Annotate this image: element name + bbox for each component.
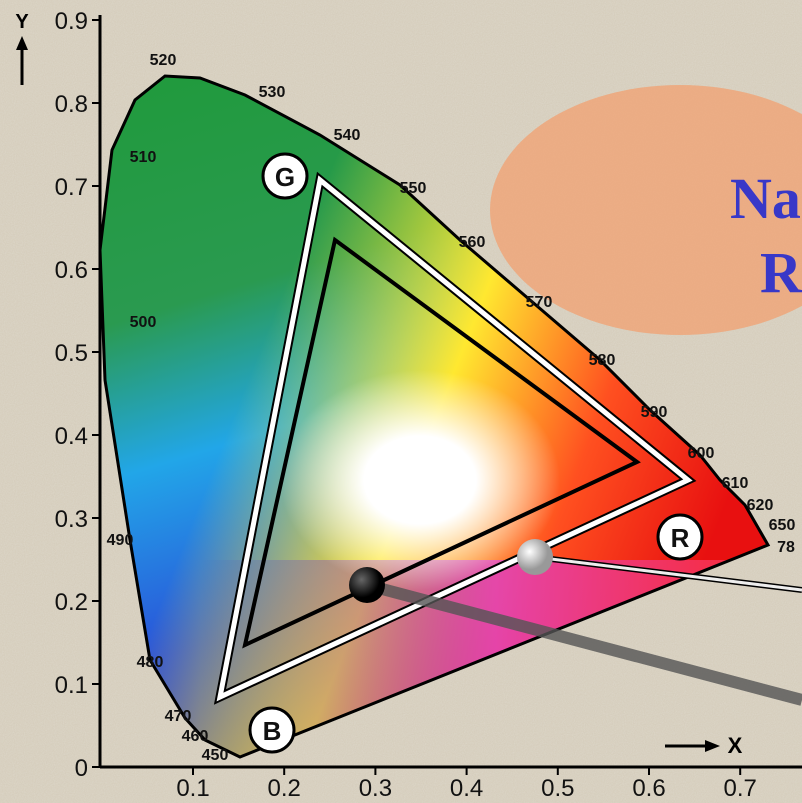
primary-b: B: [250, 708, 294, 752]
wavelength-label: 520: [150, 52, 177, 69]
x-tick-label: 0.4: [450, 775, 483, 802]
x-label: X: [728, 733, 743, 758]
y-tick-label: 0.2: [55, 589, 88, 616]
primary-label: B: [263, 716, 282, 746]
wavelength-label: 650: [769, 517, 796, 534]
wavelength-label: 570: [526, 294, 553, 311]
wavelength-label: 550: [400, 180, 427, 197]
overlay-text: R: [760, 240, 802, 305]
y-tick-label: 0.3: [55, 506, 88, 533]
wavelength-label: 540: [334, 127, 361, 144]
ball-dark: [349, 567, 385, 603]
wavelength-label: 580: [589, 352, 616, 369]
wavelength-label: 480: [137, 654, 164, 671]
wavelength-label: 78: [777, 539, 795, 556]
y-tick-label: 0.1: [55, 672, 88, 699]
y-tick-label: 0.8: [55, 91, 88, 118]
primary-label: R: [671, 523, 690, 553]
wavelength-label: 490: [107, 532, 134, 549]
y-tick-label: 0: [75, 755, 88, 782]
y-tick-label: 0.5: [55, 340, 88, 367]
wavelength-label: 470: [165, 708, 192, 725]
wavelength-label: 530: [259, 84, 286, 101]
y-tick-label: 0.4: [55, 423, 88, 450]
wavelength-label: 610: [722, 475, 749, 492]
primary-label: G: [275, 162, 295, 192]
x-tick-label: 0.5: [541, 775, 574, 802]
wavelength-label: 560: [459, 234, 486, 251]
primary-g: G: [263, 154, 307, 198]
ball-light: [517, 539, 553, 575]
y-tick-label: 0.9: [55, 8, 88, 35]
wavelength-label: 620: [747, 497, 774, 514]
x-tick-label: 0.3: [359, 775, 392, 802]
y-tick-label: 0.6: [55, 257, 88, 284]
primary-r: R: [658, 515, 702, 559]
wavelength-label: 510: [130, 149, 157, 166]
x-tick-label: 0.2: [268, 775, 301, 802]
wavelength-label: 460: [182, 728, 209, 745]
y-tick-label: 0.7: [55, 174, 88, 201]
cie-diagram: Y X G R B Na R 0 0.1 0.2 0.3 0.4 0.5 0.6 0.7 0.8…: [0, 0, 802, 803]
wavelength-label: 600: [688, 445, 715, 462]
wavelength-label: 590: [641, 404, 668, 421]
wavelength-label: 500: [130, 314, 157, 331]
x-tick-label: 0.1: [176, 775, 209, 802]
x-tick-label: 0.6: [632, 775, 665, 802]
overlay-text: Na: [730, 166, 801, 231]
y-label: Y: [15, 11, 29, 33]
x-tick-label: 0.7: [724, 775, 757, 802]
wavelength-label: 450: [202, 747, 229, 764]
